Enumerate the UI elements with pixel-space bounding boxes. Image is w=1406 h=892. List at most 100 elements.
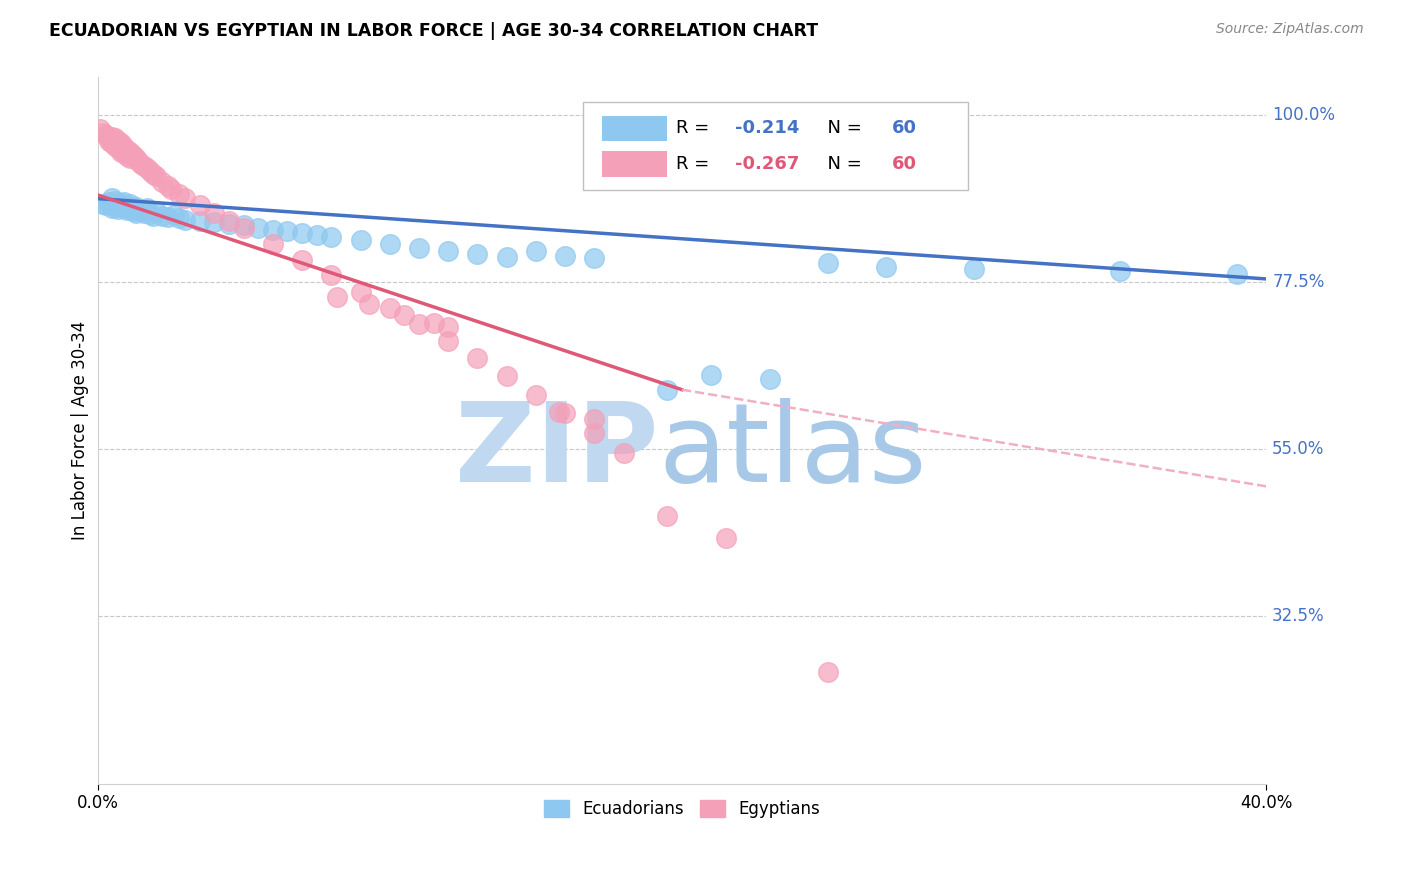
Point xyxy=(134,159,156,173)
Text: 60: 60 xyxy=(893,120,917,137)
Point xyxy=(714,532,737,546)
Point xyxy=(174,213,197,227)
Point xyxy=(700,368,723,382)
Point xyxy=(115,202,138,217)
Point xyxy=(121,147,143,161)
Point xyxy=(174,191,197,205)
Point xyxy=(408,241,430,255)
Point xyxy=(156,211,179,225)
Point xyxy=(112,201,135,215)
Point xyxy=(204,206,226,220)
FancyBboxPatch shape xyxy=(602,116,666,141)
Point xyxy=(169,211,191,225)
Point xyxy=(218,214,240,228)
Point xyxy=(262,223,284,237)
Point xyxy=(349,285,371,299)
Text: ECUADORIAN VS EGYPTIAN IN LABOR FORCE | AGE 30-34 CORRELATION CHART: ECUADORIAN VS EGYPTIAN IN LABOR FORCE | … xyxy=(49,22,818,40)
Point xyxy=(110,199,132,213)
Point xyxy=(142,167,165,181)
Point xyxy=(437,319,460,334)
Point xyxy=(127,153,149,168)
Point xyxy=(118,151,141,165)
Point xyxy=(150,175,173,189)
Point xyxy=(118,200,141,214)
Point xyxy=(232,221,254,235)
Point xyxy=(875,260,897,274)
Point xyxy=(378,237,401,252)
Text: -0.267: -0.267 xyxy=(734,155,799,173)
Point xyxy=(107,141,129,155)
Point xyxy=(467,246,489,260)
Point xyxy=(145,169,167,184)
Point xyxy=(134,206,156,220)
Point xyxy=(104,200,127,214)
Point xyxy=(321,268,343,283)
Point xyxy=(349,233,371,247)
Text: 55.0%: 55.0% xyxy=(1272,440,1324,458)
Point xyxy=(104,138,127,153)
Point xyxy=(110,145,132,159)
Point xyxy=(612,446,634,460)
Point xyxy=(96,128,118,143)
Point xyxy=(127,202,149,217)
Point xyxy=(188,214,211,228)
Point xyxy=(554,407,576,421)
Point xyxy=(657,383,679,397)
Point xyxy=(118,145,141,159)
Point xyxy=(124,200,146,214)
Point xyxy=(321,229,343,244)
Point xyxy=(1226,268,1249,282)
Point xyxy=(305,228,328,243)
Point xyxy=(112,139,135,153)
Point xyxy=(124,151,146,165)
Point xyxy=(139,164,162,178)
Point xyxy=(378,301,401,315)
Point xyxy=(115,199,138,213)
Text: 60: 60 xyxy=(893,155,917,173)
Point xyxy=(437,244,460,258)
Point xyxy=(139,207,162,221)
Point xyxy=(115,148,138,162)
Point xyxy=(101,191,124,205)
Point xyxy=(98,131,121,145)
Point xyxy=(162,208,184,222)
Point xyxy=(657,509,679,524)
Point xyxy=(121,202,143,216)
Point xyxy=(107,202,129,216)
Point xyxy=(817,256,839,270)
Point xyxy=(276,224,298,238)
Point xyxy=(110,136,132,150)
Point xyxy=(142,210,165,224)
Point xyxy=(104,194,127,208)
Y-axis label: In Labor Force | Age 30-34: In Labor Force | Age 30-34 xyxy=(72,321,89,541)
Point xyxy=(112,194,135,209)
Point xyxy=(156,179,179,194)
Text: ZIP: ZIP xyxy=(456,398,658,505)
Point xyxy=(93,197,115,211)
Point xyxy=(101,129,124,144)
Point xyxy=(326,290,349,304)
Point xyxy=(131,204,153,219)
Text: 77.5%: 77.5% xyxy=(1272,273,1324,291)
Point xyxy=(131,157,153,171)
Point xyxy=(291,226,314,240)
Point xyxy=(89,122,111,136)
FancyBboxPatch shape xyxy=(602,152,666,177)
FancyBboxPatch shape xyxy=(582,103,969,191)
Point xyxy=(524,388,547,402)
Point xyxy=(758,371,780,385)
Point xyxy=(136,161,159,176)
Point xyxy=(583,425,606,440)
Point xyxy=(359,297,381,311)
Point xyxy=(232,218,254,232)
Point xyxy=(583,412,606,426)
Point xyxy=(394,309,416,323)
Point xyxy=(204,215,226,229)
Text: 32.5%: 32.5% xyxy=(1272,607,1324,625)
Point xyxy=(96,198,118,212)
Text: N =: N = xyxy=(817,120,868,137)
Point xyxy=(145,204,167,219)
Point xyxy=(101,201,124,215)
Point xyxy=(112,146,135,161)
Point xyxy=(467,351,489,366)
